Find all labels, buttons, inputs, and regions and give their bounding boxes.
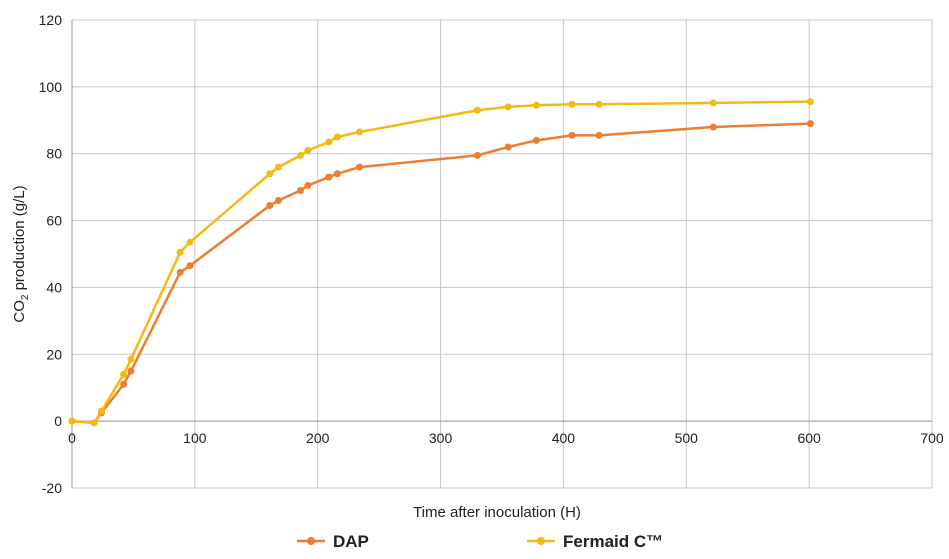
data-point — [176, 268, 184, 276]
data-point — [568, 131, 576, 139]
x-axis-title: Time after inoculation (H) — [413, 504, 581, 521]
data-point — [304, 181, 312, 189]
y-tick-label: 100 — [39, 79, 63, 95]
data-point — [333, 133, 341, 141]
y-tick-label: 60 — [46, 213, 62, 229]
x-tick-label: 500 — [675, 430, 699, 446]
data-point — [186, 262, 194, 270]
legend: DAP Fermaid C™ — [297, 532, 663, 551]
x-tick-label: 400 — [552, 430, 576, 446]
data-point — [355, 128, 363, 136]
data-point — [333, 170, 341, 178]
x-tick-label: 700 — [920, 430, 944, 446]
data-point — [806, 98, 814, 106]
y-tick-label: 120 — [39, 12, 63, 28]
y-axis-title: CO2 production (g/L) — [11, 185, 31, 322]
y-axis-title-rest: production (g/L) — [11, 185, 28, 294]
data-point — [709, 123, 717, 131]
data-point — [297, 186, 305, 194]
data-point — [266, 170, 274, 178]
y-tick-label: 80 — [46, 146, 62, 162]
axes — [71, 20, 932, 488]
y-axis-title-co: CO — [11, 300, 28, 323]
series-line-1 — [71, 100, 811, 425]
data-point — [504, 103, 512, 111]
data-point — [127, 367, 135, 375]
y-tick-label: -20 — [42, 480, 62, 496]
data-point — [532, 101, 540, 109]
x-tick-label: 300 — [429, 430, 453, 446]
x-tick-label: 600 — [797, 430, 821, 446]
data-point — [595, 131, 603, 139]
x-tick-label: 0 — [68, 430, 76, 446]
data-point — [176, 248, 184, 256]
data-point — [473, 151, 481, 159]
data-point — [97, 407, 105, 415]
y-tick-label: 0 — [54, 413, 62, 429]
data-point — [568, 100, 576, 108]
data-point — [595, 100, 603, 108]
data-point — [325, 173, 333, 181]
y-axis-title-subscript: 2 — [20, 294, 31, 300]
y-tick-label: 20 — [46, 346, 62, 362]
data-point — [274, 163, 282, 171]
legend-swatch-marker — [537, 537, 545, 545]
data-point — [186, 238, 194, 246]
data-point — [266, 202, 274, 210]
legend-label: Fermaid C™ — [563, 532, 663, 551]
data-point — [532, 136, 540, 144]
data-point — [90, 419, 98, 427]
gridlines — [71, 19, 933, 489]
data-point — [297, 151, 305, 159]
data-point — [274, 197, 282, 205]
legend-swatch-marker — [307, 537, 315, 545]
tick-labels: -20 0 20 40 60 80 100 120 0 100 200 300 400 500 600 700 — [39, 12, 944, 496]
data-point — [355, 163, 363, 171]
data-point — [120, 370, 128, 378]
data-point — [504, 143, 512, 151]
series-lines — [68, 98, 814, 427]
data-point — [325, 138, 333, 146]
x-tick-label: 200 — [306, 430, 330, 446]
data-point — [806, 120, 814, 128]
data-point — [473, 106, 481, 114]
data-point — [68, 417, 76, 425]
y-tick-label: 40 — [46, 279, 62, 295]
x-tick-label: 100 — [183, 430, 207, 446]
data-point — [120, 380, 128, 388]
data-point — [709, 99, 717, 107]
data-point — [304, 146, 312, 154]
legend-label: DAP — [333, 532, 369, 551]
data-point — [127, 355, 135, 363]
